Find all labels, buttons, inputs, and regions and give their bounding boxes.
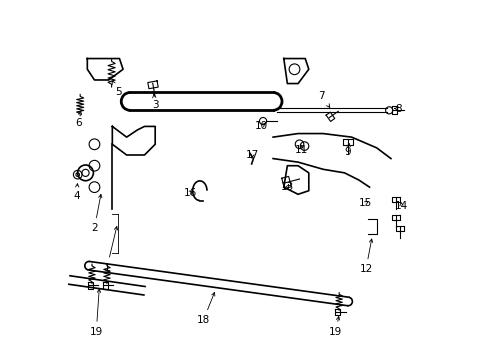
Text: 12: 12	[359, 239, 372, 274]
Text: 3: 3	[152, 94, 158, 110]
Text: 19: 19	[328, 316, 342, 337]
Text: 19: 19	[89, 289, 102, 337]
Text: 10: 10	[255, 121, 267, 131]
Text: 8: 8	[394, 104, 401, 113]
Text: 13: 13	[280, 182, 293, 192]
Text: 2: 2	[91, 194, 102, 233]
Text: 6: 6	[75, 111, 81, 128]
Text: 18: 18	[196, 292, 214, 325]
Text: 14: 14	[394, 201, 407, 211]
Text: 5: 5	[112, 81, 122, 98]
Text: 1: 1	[103, 226, 118, 273]
Text: 17: 17	[245, 150, 259, 160]
Text: 9: 9	[344, 143, 351, 157]
Text: 16: 16	[183, 188, 197, 198]
Text: 11: 11	[294, 145, 307, 155]
Text: 15: 15	[358, 198, 371, 208]
Text: 7: 7	[317, 91, 329, 107]
Text: 4: 4	[73, 184, 80, 201]
